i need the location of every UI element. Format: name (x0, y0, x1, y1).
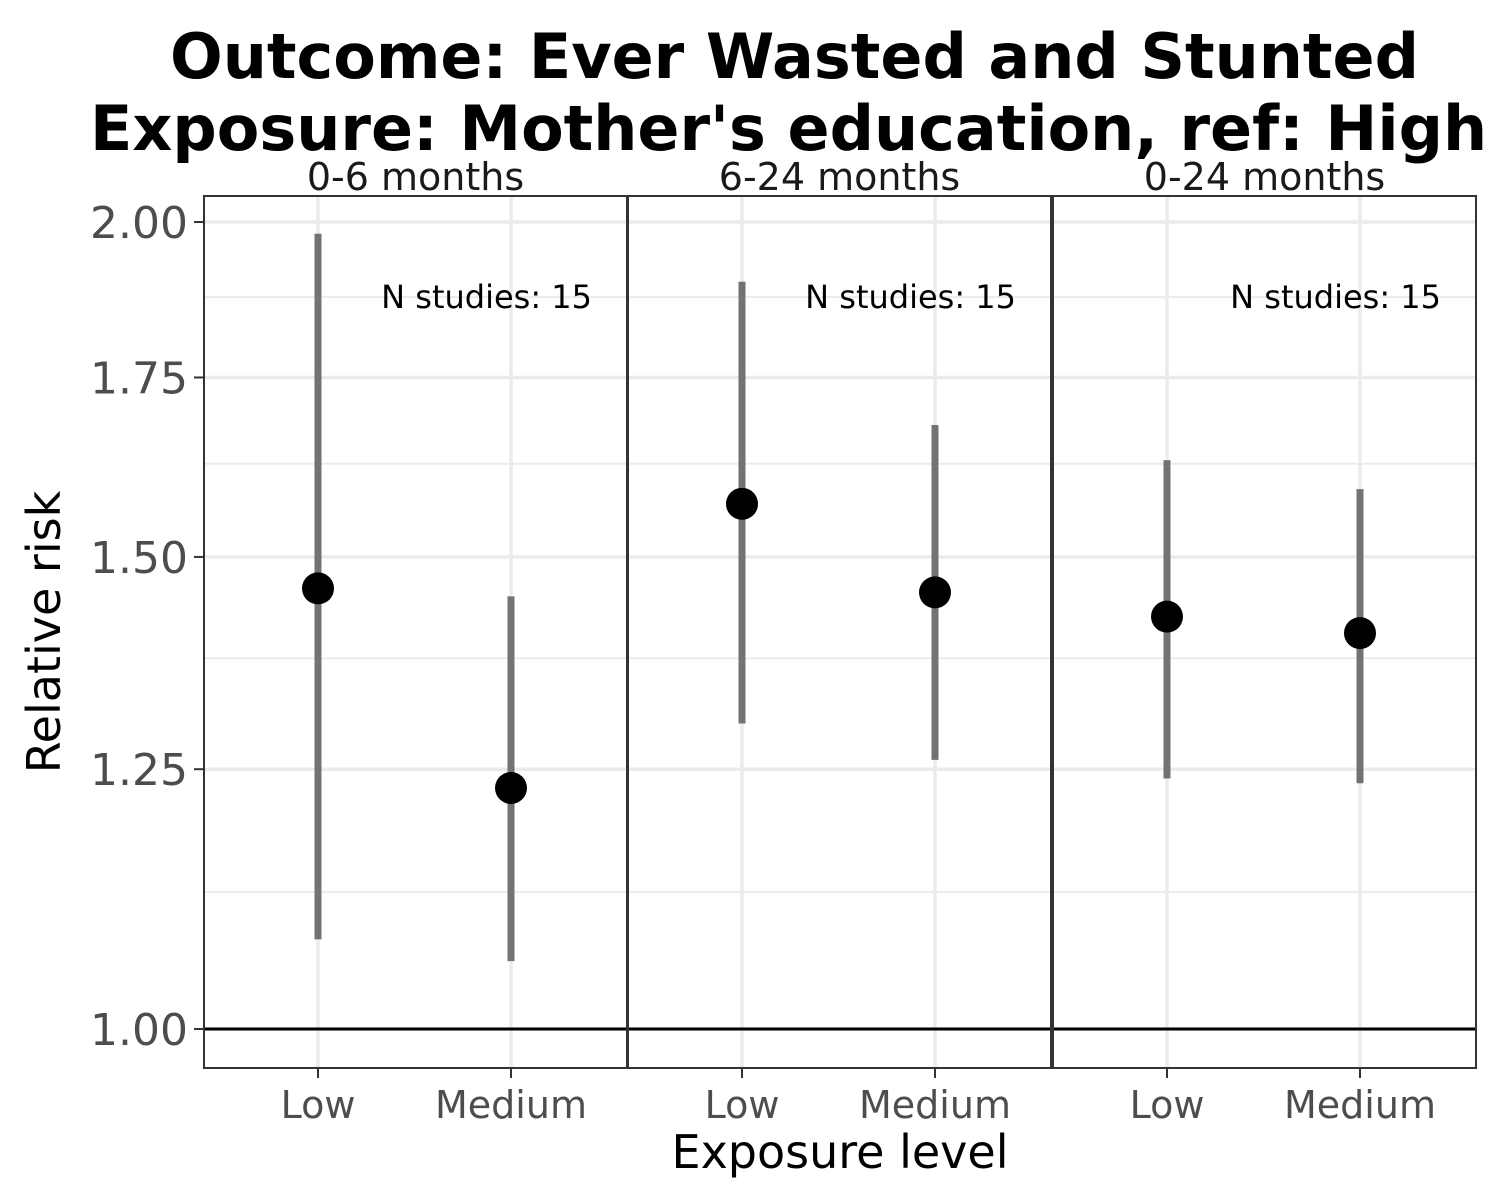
chart-title-line1: Outcome: Ever Wasted and Stunted (170, 20, 1419, 93)
y-tick-label: 1.00 (90, 1005, 188, 1056)
chart-title-line2: Exposure: Mother's education, ref: High (90, 92, 1487, 165)
panel-border (1052, 195, 1477, 1069)
point-estimate-medium (495, 771, 527, 804)
point-estimate-low (1151, 600, 1183, 633)
x-tick-label: Medium (1284, 1083, 1436, 1127)
x-tick-label: Low (1130, 1083, 1205, 1127)
x-axis-title: Exposure level (672, 1125, 1009, 1179)
n-studies-annotation: N studies: 15 (381, 278, 592, 316)
facet-label: 0-6 months (307, 155, 524, 199)
x-tick-label: Medium (859, 1083, 1011, 1127)
y-axis-title: Relative risk (17, 490, 71, 773)
point-estimate-low (302, 572, 334, 605)
y-tick-label: 1.50 (90, 533, 188, 584)
x-tick-label: Low (281, 1083, 356, 1127)
panel-border (627, 195, 1052, 1069)
x-tick-label: Low (705, 1083, 780, 1127)
panel-border (203, 195, 628, 1069)
facet-label: 0-24 months (1144, 155, 1385, 199)
plot-area: 0-6 months N studies: 15 Low Medium 6-24 mon… (90, 155, 1477, 1127)
y-tick-label: 2.00 (90, 198, 188, 249)
point-estimate-medium (1344, 617, 1376, 650)
y-tick-label: 1.25 (90, 745, 188, 796)
y-tick-label: 1.75 (90, 353, 188, 404)
point-estimate-medium (919, 576, 951, 609)
x-tick-label: Medium (435, 1083, 587, 1127)
point-estimate-low (726, 487, 758, 520)
n-studies-annotation: N studies: 15 (805, 278, 1016, 316)
facet-label: 6-24 months (719, 155, 960, 199)
n-studies-annotation: N studies: 15 (1230, 278, 1441, 316)
